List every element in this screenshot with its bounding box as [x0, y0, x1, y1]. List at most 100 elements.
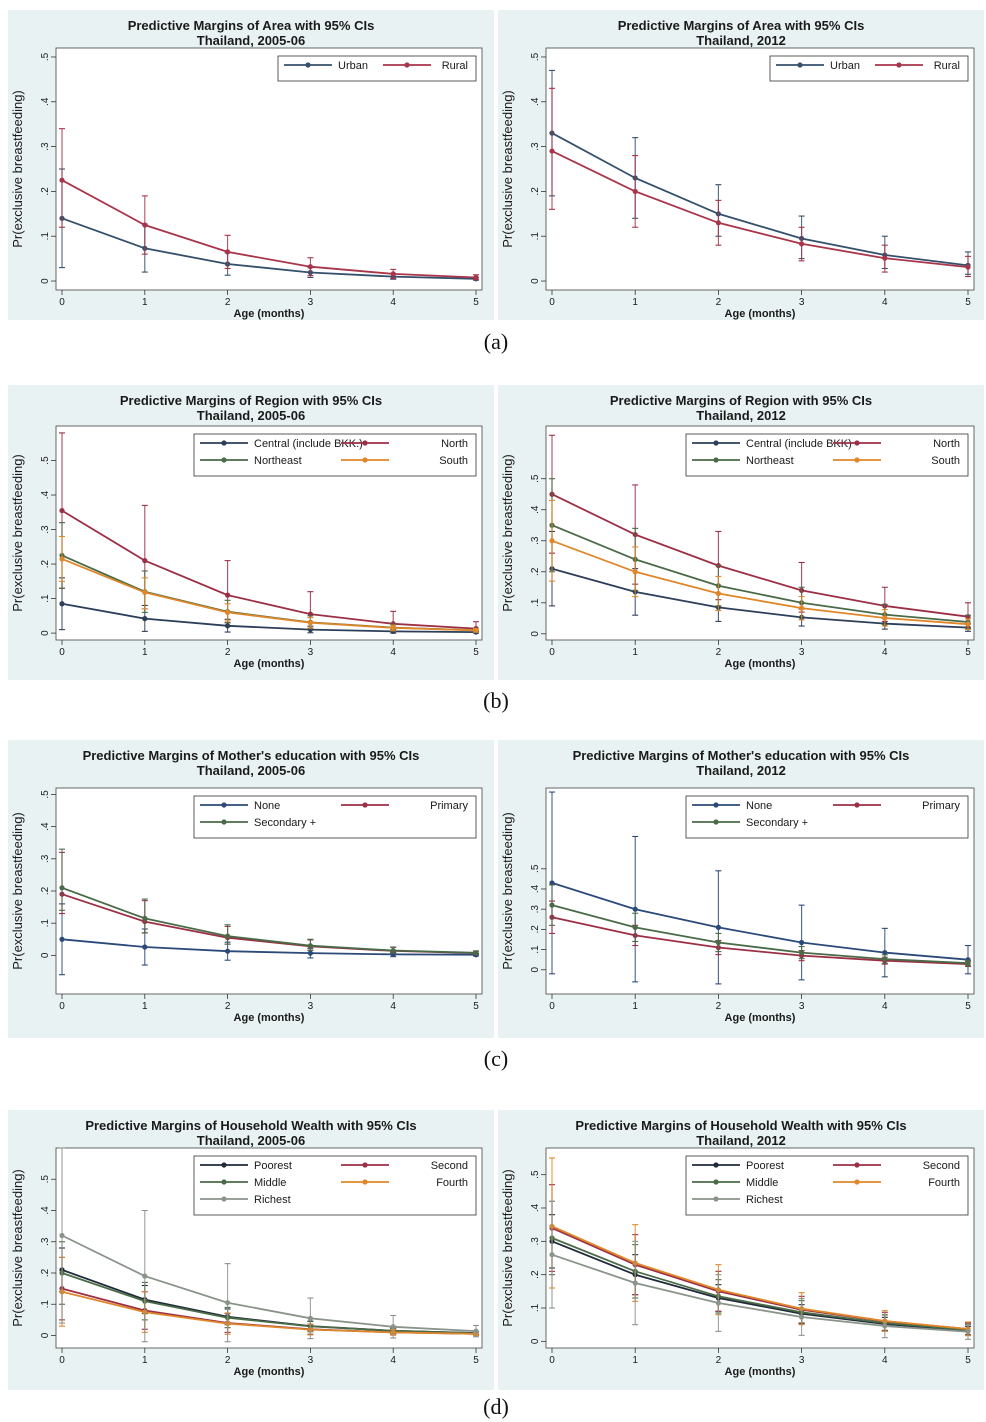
- x-tick-label: 4: [882, 1001, 888, 1012]
- y-tick-label: .1: [530, 1303, 541, 1312]
- x-tick-label: 1: [142, 1001, 148, 1012]
- data-point: [59, 601, 65, 607]
- y-tick-label: .5: [40, 1175, 51, 1184]
- data-point: [549, 148, 555, 154]
- data-point: [965, 1329, 971, 1335]
- x-axis-label: Age (months): [725, 308, 796, 320]
- legend-label: Fourth: [436, 1177, 468, 1189]
- y-tick-label: 0: [40, 278, 51, 284]
- y-axis-label: Pr(exclusive breastfeeding): [500, 454, 515, 612]
- legend-label: Poorest: [254, 1160, 292, 1172]
- chart-subtitle: Thailand, 2012: [696, 33, 786, 48]
- series-line: [551, 524, 969, 623]
- chart-panel-6: Predictive Margins of Household Wealth w…: [8, 1110, 494, 1390]
- legend-label: Richest: [746, 1194, 783, 1206]
- x-tick-label: 5: [965, 1355, 971, 1366]
- x-tick-label: 0: [549, 1001, 555, 1012]
- x-tick-label: 3: [308, 647, 314, 658]
- y-tick-label: .3: [530, 142, 541, 151]
- y-axis-label: Pr(exclusive breastfeeding): [10, 90, 25, 248]
- data-point: [142, 616, 148, 622]
- y-axis-label: Pr(exclusive breastfeeding): [500, 90, 515, 248]
- data-point: [882, 615, 888, 621]
- legend-marker: [221, 457, 227, 463]
- chart-title: Predictive Margins of Mother's education…: [83, 748, 420, 763]
- series-line: [61, 1290, 477, 1335]
- data-point: [549, 902, 555, 908]
- y-tick-label: .2: [40, 187, 51, 196]
- data-point: [799, 605, 805, 611]
- data-point: [549, 1252, 555, 1258]
- series-2: [59, 848, 479, 956]
- x-tick-label: 4: [390, 1001, 396, 1012]
- y-tick-label: .5: [530, 52, 541, 61]
- data-point: [632, 1280, 638, 1286]
- legend-marker: [713, 802, 719, 808]
- data-point: [390, 947, 396, 954]
- data-point: [307, 1315, 313, 1321]
- legend-marker: [221, 440, 227, 446]
- y-tick-label: .1: [530, 598, 541, 607]
- figure-label-a: (a): [484, 329, 508, 354]
- y-tick-label: 0: [530, 278, 541, 284]
- chart-subtitle: Thailand, 2012: [696, 408, 786, 423]
- data-point: [965, 621, 971, 627]
- data-point: [142, 589, 148, 595]
- x-tick-label: 2: [225, 647, 231, 658]
- legend-marker: [713, 1162, 719, 1168]
- legend-label: Second: [923, 1160, 960, 1172]
- legend: Urban Rural: [277, 55, 477, 82]
- y-tick-label: .2: [530, 1270, 541, 1279]
- chart-title: Predictive Margins of Area with 95% CIs: [618, 18, 865, 33]
- legend-label: Middle: [746, 1177, 778, 1189]
- y-tick-label: .3: [40, 854, 51, 863]
- x-tick-label: 3: [308, 1355, 314, 1366]
- legend-label: North: [441, 438, 468, 450]
- x-tick-label: 2: [716, 647, 722, 658]
- legend-marker: [221, 1179, 227, 1185]
- x-axis-label: Age (months): [725, 1012, 796, 1024]
- series-line: [551, 882, 969, 961]
- figure-label-d: (d): [483, 1394, 509, 1419]
- data-point: [473, 1328, 479, 1334]
- y-tick-label: .3: [530, 905, 541, 914]
- data-point: [473, 274, 479, 281]
- series-line: [551, 539, 969, 626]
- y-tick-label: .5: [530, 864, 541, 873]
- legend-box: [193, 795, 477, 839]
- y-axis-label: Pr(exclusive breastfeeding): [10, 812, 25, 970]
- data-point: [142, 915, 148, 921]
- y-tick-label: .4: [40, 1206, 51, 1215]
- legend-marker: [305, 62, 311, 68]
- x-tick-label: 3: [799, 1355, 805, 1366]
- data-point: [225, 623, 231, 629]
- legend-label: Central (include BKK): [746, 438, 852, 450]
- x-tick-label: 5: [965, 297, 971, 308]
- series-line: [551, 1225, 969, 1330]
- data-point: [142, 222, 148, 228]
- x-tick-label: 3: [308, 1001, 314, 1012]
- data-point: [882, 255, 888, 261]
- series-line: [551, 1253, 969, 1333]
- x-axis-label: Age (months): [725, 1366, 796, 1378]
- plot-area: [55, 47, 483, 291]
- data-point: [307, 950, 313, 956]
- series-line: [61, 217, 477, 280]
- legend-marker: [854, 802, 860, 808]
- chart-title: Predictive Margins of Household Wealth w…: [575, 1118, 906, 1133]
- y-tick-label: .4: [40, 97, 51, 106]
- data-point: [473, 627, 479, 633]
- x-tick-label: 3: [799, 1001, 805, 1012]
- legend-label: Poorest: [746, 1160, 784, 1172]
- legend-marker: [362, 440, 368, 446]
- x-tick-label: 2: [716, 297, 722, 308]
- figure-label-c: (c): [484, 1046, 508, 1071]
- y-tick-label: .5: [40, 456, 51, 465]
- series-line: [551, 1237, 969, 1331]
- chart-subtitle: Thailand, 2005-06: [197, 408, 305, 423]
- data-point: [882, 1323, 888, 1329]
- y-axis-label: Pr(exclusive breastfeeding): [10, 454, 25, 612]
- data-point: [225, 933, 231, 939]
- y-tick-label: .5: [40, 52, 51, 61]
- y-tick-label: .4: [530, 884, 541, 893]
